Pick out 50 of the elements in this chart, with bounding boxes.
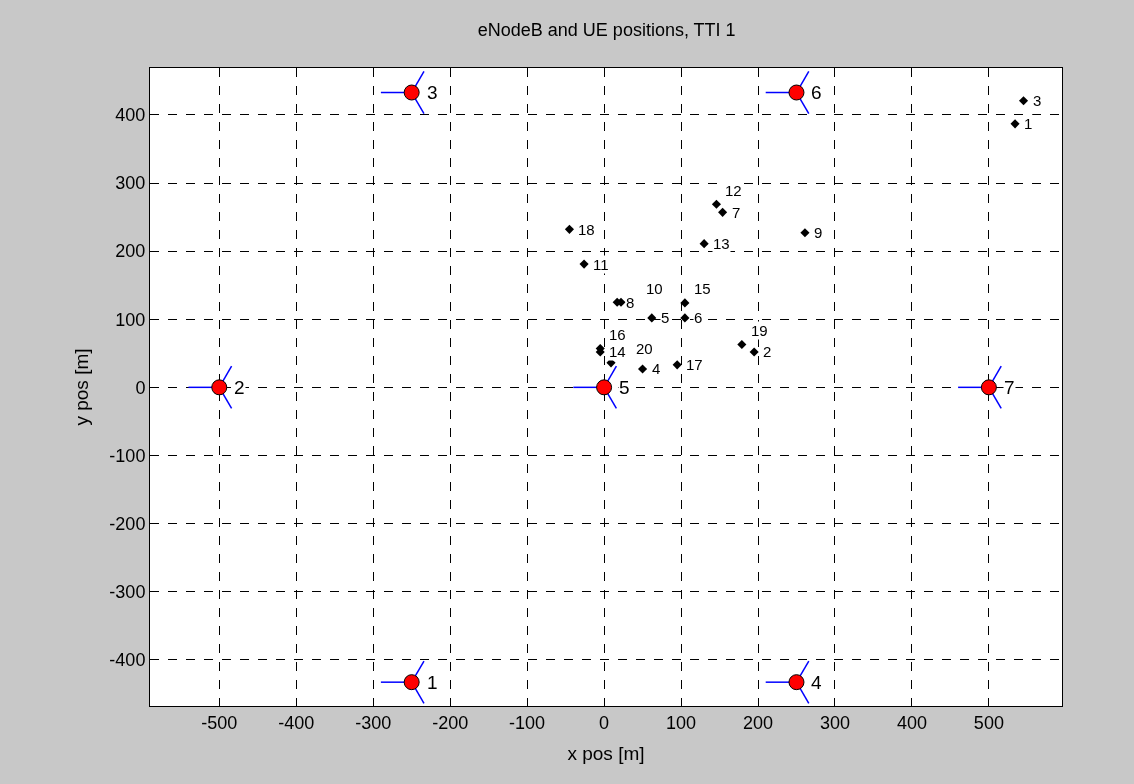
y-tick-label: -400 [109, 650, 146, 670]
annotation: 3 [1033, 92, 1042, 109]
annotation: 13 [713, 235, 730, 252]
x-tick-label: -400 [278, 712, 315, 733]
x-tick-label: -500 [201, 712, 238, 733]
x-tick-label: 400 [896, 712, 927, 733]
y-tick-label: 400 [115, 105, 146, 126]
annotation: 14 [609, 343, 626, 360]
x-tick-label: 500 [973, 712, 1004, 733]
y-tick-label: 200 [115, 241, 146, 262]
annotation: 2 [234, 377, 245, 398]
x-tick-label: 300 [819, 712, 850, 733]
annotation: 5 [661, 309, 670, 326]
y-tick-label: 300 [115, 173, 146, 194]
annotation: 15 [694, 280, 711, 297]
y-tick-label: -300 [109, 581, 146, 602]
annotation: 4 [652, 360, 661, 377]
x-tick-label: 200 [742, 712, 774, 733]
annotation: 16 [609, 326, 626, 343]
x-tick-label: -100 [509, 712, 546, 733]
annotation: 20 [636, 340, 653, 357]
annotation: 17 [686, 356, 703, 373]
x-tick-label: -300 [355, 712, 392, 733]
y-axis-title: y pos [m] [71, 348, 93, 426]
y-tick-label: -100 [109, 445, 146, 466]
annotation: 18 [578, 221, 595, 238]
annotation: 1 [427, 672, 438, 693]
y-tick-label: 100 [115, 309, 146, 330]
y-tick-label: 0 [135, 377, 146, 398]
y-tick-label: -200 [109, 513, 146, 534]
annotation: 5 [619, 377, 630, 398]
annotation: 6 [694, 309, 703, 326]
x-tick-label: 0 [599, 712, 610, 733]
x-tick-label: 100 [666, 712, 697, 733]
annotation: 6 [811, 82, 822, 103]
annotation: 10 [646, 280, 663, 297]
annotation: 1 [1024, 115, 1033, 132]
chart-title: eNodeB and UE positions, TTI 1 [477, 20, 736, 41]
annotation: 8 [626, 294, 635, 311]
annotation: 19 [751, 322, 768, 339]
annotation: 7 [1004, 377, 1015, 398]
x-axis-title: x pos [m] [567, 743, 645, 765]
annotation: 9 [814, 224, 823, 241]
annotation: 4 [811, 672, 822, 693]
x-tick-label: -200 [432, 712, 469, 733]
annotation: 3 [427, 82, 438, 103]
annotation: 7 [732, 204, 741, 221]
annotation: 2 [763, 343, 772, 360]
annotation: 11 [593, 256, 609, 273]
annotation: 12 [725, 182, 742, 199]
